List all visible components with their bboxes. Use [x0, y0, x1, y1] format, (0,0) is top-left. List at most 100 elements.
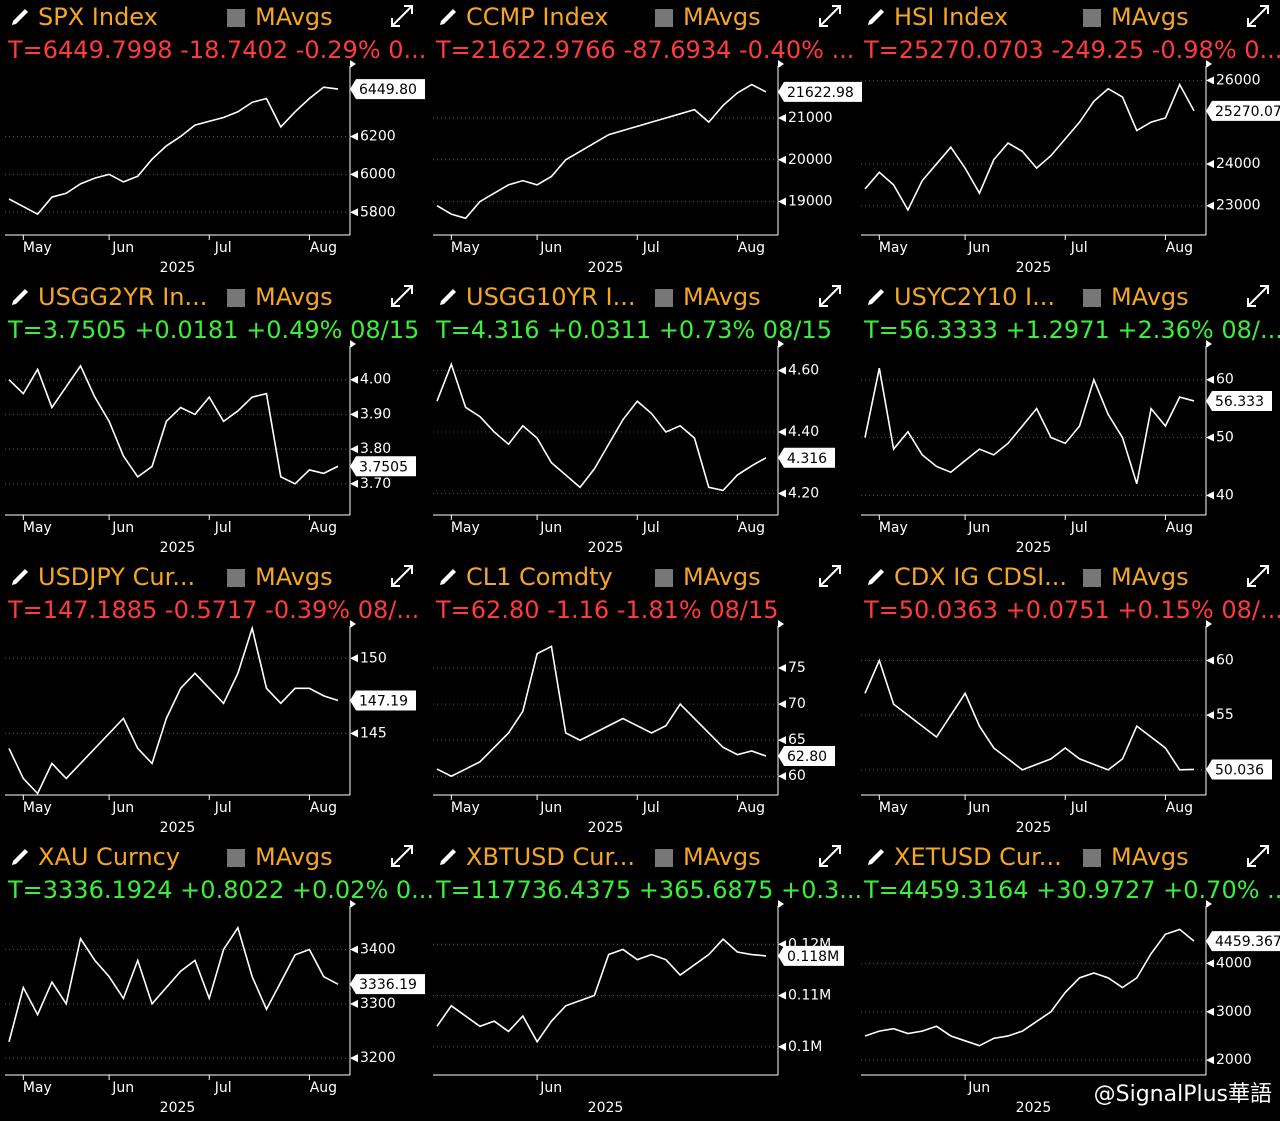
- expand-icon[interactable]: [391, 565, 413, 587]
- last-value-label: 56.333: [1215, 394, 1264, 410]
- chart-title[interactable]: XBTUSD Cur...: [466, 843, 635, 871]
- quote-line: T=147.1885 -0.5717 -0.39% 08/...: [7, 596, 419, 624]
- toggle-checkbox[interactable]: [1083, 289, 1101, 307]
- x-tick-label: Jun: [967, 520, 990, 536]
- y-tick-label: 6000: [360, 166, 396, 182]
- y-tick-label: 23000: [1216, 198, 1261, 214]
- toggle-label[interactable]: MAvgs: [255, 283, 333, 311]
- toggle-checkbox[interactable]: [227, 569, 245, 587]
- chart-panel: XBTUSD Cur... MAvgs T=117736.4375 +365.687…: [433, 843, 862, 1116]
- expand-icon[interactable]: [1247, 5, 1269, 27]
- expand-icon[interactable]: [391, 845, 413, 867]
- last-value-label: 3.7505: [359, 459, 408, 475]
- toggle-checkbox[interactable]: [227, 9, 245, 27]
- toggle-checkbox[interactable]: [1083, 569, 1101, 587]
- chart-title[interactable]: USDJPY Cur...: [38, 563, 195, 591]
- toggle-label[interactable]: MAvgs: [1111, 843, 1189, 871]
- chart-title[interactable]: HSI Index: [894, 3, 1008, 31]
- chart-title[interactable]: SPX Index: [38, 3, 158, 31]
- last-value-box: [778, 746, 835, 767]
- y-tick: [778, 366, 786, 375]
- y-tick-label: 4.20: [788, 485, 819, 501]
- edit-icon: [12, 569, 28, 585]
- toggle-label[interactable]: MAvgs: [255, 3, 333, 31]
- x-tick-label: Aug: [310, 240, 337, 256]
- toggle-label[interactable]: MAvgs: [1111, 3, 1189, 31]
- toggle-checkbox[interactable]: [227, 849, 245, 867]
- axis-arrow: [1206, 900, 1212, 908]
- chart-panel: USGG2YR In... MAvgs T=3.7505 +0.0181 +0.49…: [5, 283, 419, 556]
- x-tick-label: Aug: [738, 240, 765, 256]
- y-tick-label: 65: [788, 732, 806, 748]
- y-tick: [350, 132, 358, 141]
- toggle-checkbox[interactable]: [655, 569, 673, 587]
- x-tick-label: Jun: [539, 240, 562, 256]
- y-tick-label: 5800: [360, 204, 396, 220]
- y-tick: [350, 654, 358, 663]
- y-tick: [1206, 159, 1214, 168]
- toggle-label[interactable]: MAvgs: [255, 843, 333, 871]
- toggle-label[interactable]: MAvgs: [683, 283, 761, 311]
- expand-icon[interactable]: [1247, 285, 1269, 307]
- chart-title[interactable]: XAU Curncy: [38, 843, 180, 871]
- expand-icon[interactable]: [819, 285, 841, 307]
- axis-arrow: [1206, 620, 1212, 628]
- price-line: [436, 83, 767, 220]
- x-tick-label: Jun: [539, 800, 562, 816]
- toggle-label[interactable]: MAvgs: [683, 843, 761, 871]
- price-line: [864, 368, 1195, 485]
- last-value-box: [350, 690, 416, 711]
- expand-icon[interactable]: [391, 285, 413, 307]
- expand-icon[interactable]: [819, 565, 841, 587]
- chart-title[interactable]: CDX IG CDSI...: [894, 563, 1067, 591]
- toggle-checkbox[interactable]: [655, 289, 673, 307]
- y-tick-label: 60: [788, 768, 806, 784]
- quote-line: T=3.7505 +0.0181 +0.49% 08/15: [7, 316, 419, 344]
- y-tick: [1206, 76, 1214, 85]
- y-tick: [350, 479, 358, 488]
- chart-title[interactable]: USYC2Y10 I...: [894, 283, 1055, 311]
- y-tick-label: 24000: [1216, 156, 1261, 172]
- x-tick-label: Jul: [214, 1080, 232, 1096]
- price-line: [864, 658, 1195, 771]
- y-tick: [1206, 201, 1214, 210]
- y-tick-label: 20000: [788, 152, 833, 168]
- y-tick-label: 55: [1216, 707, 1234, 723]
- x-tick-label: May: [23, 800, 52, 816]
- expand-icon[interactable]: [1247, 565, 1269, 587]
- chart-title[interactable]: USGG2YR In...: [38, 283, 207, 311]
- expand-icon[interactable]: [1247, 845, 1269, 867]
- toggle-label[interactable]: MAvgs: [1111, 563, 1189, 591]
- last-value-box: [778, 945, 844, 966]
- chart-panel: CL1 Comdty MAvgs T=62.80 -1.16 -1.81% 08/1…: [433, 563, 841, 836]
- y-tick: [778, 664, 786, 673]
- chart-title[interactable]: XETUSD Cur...: [894, 843, 1062, 871]
- toggle-label[interactable]: MAvgs: [683, 3, 761, 31]
- toggle-label[interactable]: MAvgs: [255, 563, 333, 591]
- toggle-checkbox[interactable]: [655, 849, 673, 867]
- x-tick-label: Jun: [539, 520, 562, 536]
- expand-icon[interactable]: [819, 845, 841, 867]
- toggle-checkbox[interactable]: [1083, 9, 1101, 27]
- axis-arrow: [1206, 60, 1212, 68]
- x-tick-label: Jul: [1070, 800, 1088, 816]
- toggle-label[interactable]: MAvgs: [683, 563, 761, 591]
- chart-title[interactable]: CCMP Index: [466, 3, 608, 31]
- y-tick-label: 3400: [360, 941, 396, 957]
- quote-line: T=21622.9766 -87.6934 -0.40% ...: [435, 36, 854, 64]
- toggle-label[interactable]: MAvgs: [1111, 283, 1189, 311]
- last-value-label: 4459.367: [1215, 934, 1280, 950]
- y-tick-label: 0.11M: [788, 988, 831, 1004]
- chart-title[interactable]: CL1 Comdty: [466, 563, 613, 591]
- expand-icon[interactable]: [819, 5, 841, 27]
- quote-line: T=117736.4375 +365.6875 +0.3...: [435, 876, 862, 904]
- toggle-checkbox[interactable]: [655, 9, 673, 27]
- toggle-checkbox[interactable]: [1083, 849, 1101, 867]
- x-tick-label: Aug: [1166, 520, 1193, 536]
- toggle-checkbox[interactable]: [227, 289, 245, 307]
- y-tick-label: 6200: [360, 128, 396, 144]
- expand-icon[interactable]: [391, 5, 413, 27]
- y-tick-label: 4000: [1216, 955, 1252, 971]
- chart-title[interactable]: USGG10YR I...: [466, 283, 635, 311]
- y-tick: [350, 1054, 358, 1063]
